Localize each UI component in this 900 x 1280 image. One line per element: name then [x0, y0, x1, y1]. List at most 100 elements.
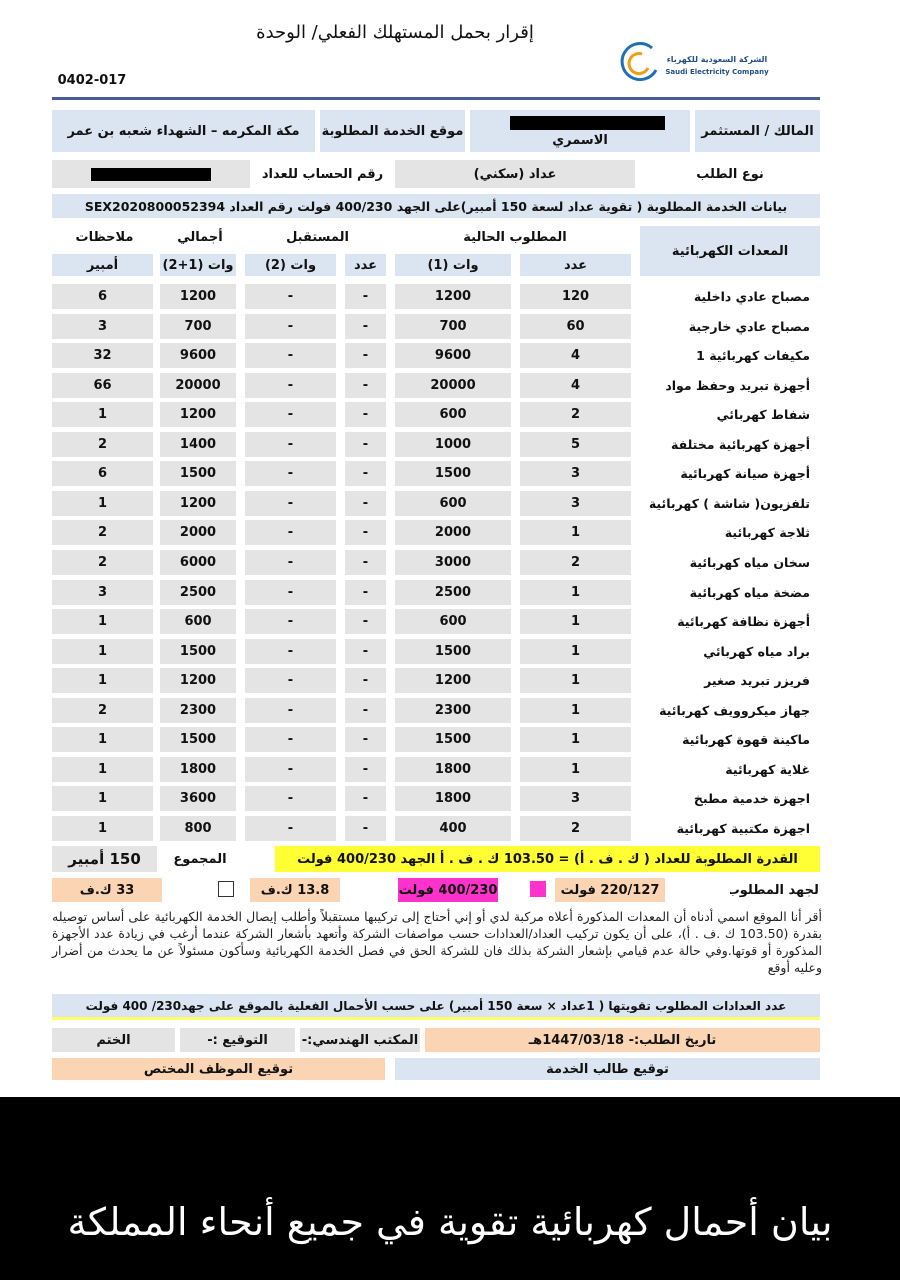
table-cell: 2000: [395, 520, 511, 546]
voltage-option: 33 ك.ف: [52, 878, 162, 902]
table-cell: 4: [520, 372, 631, 398]
document: إقرار بحمل المستهلك الفعلي/ الوحدة 0402-…: [0, 0, 900, 1097]
company-en: Saudi Electricity Company: [665, 68, 769, 76]
table-cell: -: [245, 343, 336, 369]
item-name: اجهزة مكتبية كهربائية: [676, 820, 810, 836]
table-cell: 1: [52, 638, 153, 664]
table-cell: -: [245, 402, 336, 428]
table-cell: 2500: [160, 579, 236, 605]
table-cell: 1200: [160, 402, 236, 428]
form-title: إقرار بحمل المستهلك الفعلي/ الوحدة: [256, 21, 534, 43]
item-name: مكيفات كهربائية 1: [696, 348, 810, 364]
request-type-label: نوع الطلب: [696, 166, 764, 182]
table-cell: -: [245, 431, 336, 457]
table-cell: -: [345, 727, 386, 753]
applicant-sign: توقيع طالب الخدمة: [395, 1058, 820, 1080]
table-cell: 6: [52, 461, 153, 487]
header-cell: ملاحظات: [75, 229, 134, 245]
table-cell: 400: [395, 815, 511, 841]
voltage-label: الجهد المطلوب: [730, 882, 820, 898]
table-cell: -: [245, 756, 336, 782]
table-cell: 9600: [395, 343, 511, 369]
table-cell: -: [245, 520, 336, 546]
sign: التوقيع :-: [180, 1028, 295, 1052]
table-cell: 1200: [395, 284, 511, 309]
voltage-option: 400/230 فولت: [398, 878, 498, 902]
table-cell: 2: [52, 549, 153, 575]
table-cell: 20000: [160, 372, 236, 398]
item-name: شفاط كهربائي: [716, 407, 810, 423]
stamp: الختم: [52, 1028, 175, 1052]
table-cell: 700: [395, 313, 511, 339]
location: مكة المكرمه – الشهداء شعبه بن عمر: [52, 110, 315, 152]
table-cell: 32: [52, 343, 153, 369]
table-cell: -: [345, 697, 386, 723]
table-cell: 5: [520, 431, 631, 457]
table-cell: 700: [160, 313, 236, 339]
table-cell: 1400: [160, 431, 236, 457]
table-cell: 120: [520, 284, 631, 309]
header-cell: أجمالي: [177, 229, 223, 245]
meters-line: عدد العدادات المطلوب تقويتها ( 1عداد × س…: [52, 994, 820, 1020]
table-cell: 1200: [160, 668, 236, 694]
subheader-cell: عدد: [520, 254, 631, 276]
account-label: رقم الحساب للعداد: [261, 166, 384, 182]
total-label: المجموع: [173, 851, 227, 867]
item-name: تلفزيون( شاشة ) كهربائية: [648, 495, 810, 511]
table-cell: 2300: [160, 697, 236, 723]
table-cell: 1: [520, 638, 631, 664]
table-cell: -: [345, 786, 386, 812]
location-label: موقع الخدمة المطلوبة: [320, 110, 465, 152]
table-cell: -: [345, 549, 386, 575]
voltage-option: 13.8 ك.ف: [250, 878, 340, 902]
item-name: أجهزة صيانة كهربائية: [680, 466, 810, 482]
table-cell: 2: [52, 520, 153, 546]
header-cell: المعدات الكهربائية: [640, 226, 820, 276]
table-cell: 600: [160, 609, 236, 635]
table-cell: -: [245, 668, 336, 694]
table-cell: -: [345, 284, 386, 309]
table-cell: 1: [52, 786, 153, 812]
table-cell: -: [345, 609, 386, 635]
table-cell: -: [345, 431, 386, 457]
table-cell: -: [345, 461, 386, 487]
header-cell: المستقبل: [286, 229, 349, 245]
table-cell: 1500: [395, 461, 511, 487]
table-cell: 1500: [160, 638, 236, 664]
subheader-cell: أمبير: [52, 254, 153, 276]
table-cell: 1500: [395, 727, 511, 753]
table-cell: 1: [52, 668, 153, 694]
table-cell: -: [345, 668, 386, 694]
table-cell: -: [345, 815, 386, 841]
table-cell: 1800: [160, 756, 236, 782]
table-cell: -: [245, 461, 336, 487]
table-cell: -: [345, 520, 386, 546]
table-cell: 1: [52, 815, 153, 841]
table-cell: -: [245, 697, 336, 723]
subheader-cell: عدد: [345, 254, 386, 276]
table-cell: 1800: [395, 756, 511, 782]
subheader-cell: وات (2): [245, 254, 336, 276]
table-cell: -: [345, 579, 386, 605]
declaration: أقر أنا الموقع اسمي أدناه أن المعدات الم…: [52, 909, 822, 975]
table-cell: -: [345, 638, 386, 664]
item-name: مصباح عادي داخلية: [693, 289, 810, 304]
employee-sign: توقيع الموظف المختص: [52, 1058, 385, 1080]
table-cell: 6000: [160, 549, 236, 575]
table-cell: 1: [520, 668, 631, 694]
table-cell: -: [245, 727, 336, 753]
checkbox: [218, 881, 234, 897]
table-cell: -: [245, 490, 336, 516]
table-cell: 3: [520, 786, 631, 812]
item-name: أجهزة تبريد وحفظ مواد: [665, 377, 810, 393]
item-name: ثلاجة كهربائية: [724, 525, 810, 541]
table-cell: 3: [520, 490, 631, 516]
table-cell: 60: [520, 313, 631, 339]
date: تاريخ الطلب:- 1447/03/18هـ: [425, 1028, 820, 1052]
table-cell: 2000: [160, 520, 236, 546]
table-cell: 3: [52, 313, 153, 339]
checkbox: [530, 881, 546, 897]
table-cell: 1: [520, 756, 631, 782]
table-cell: 1: [52, 402, 153, 428]
